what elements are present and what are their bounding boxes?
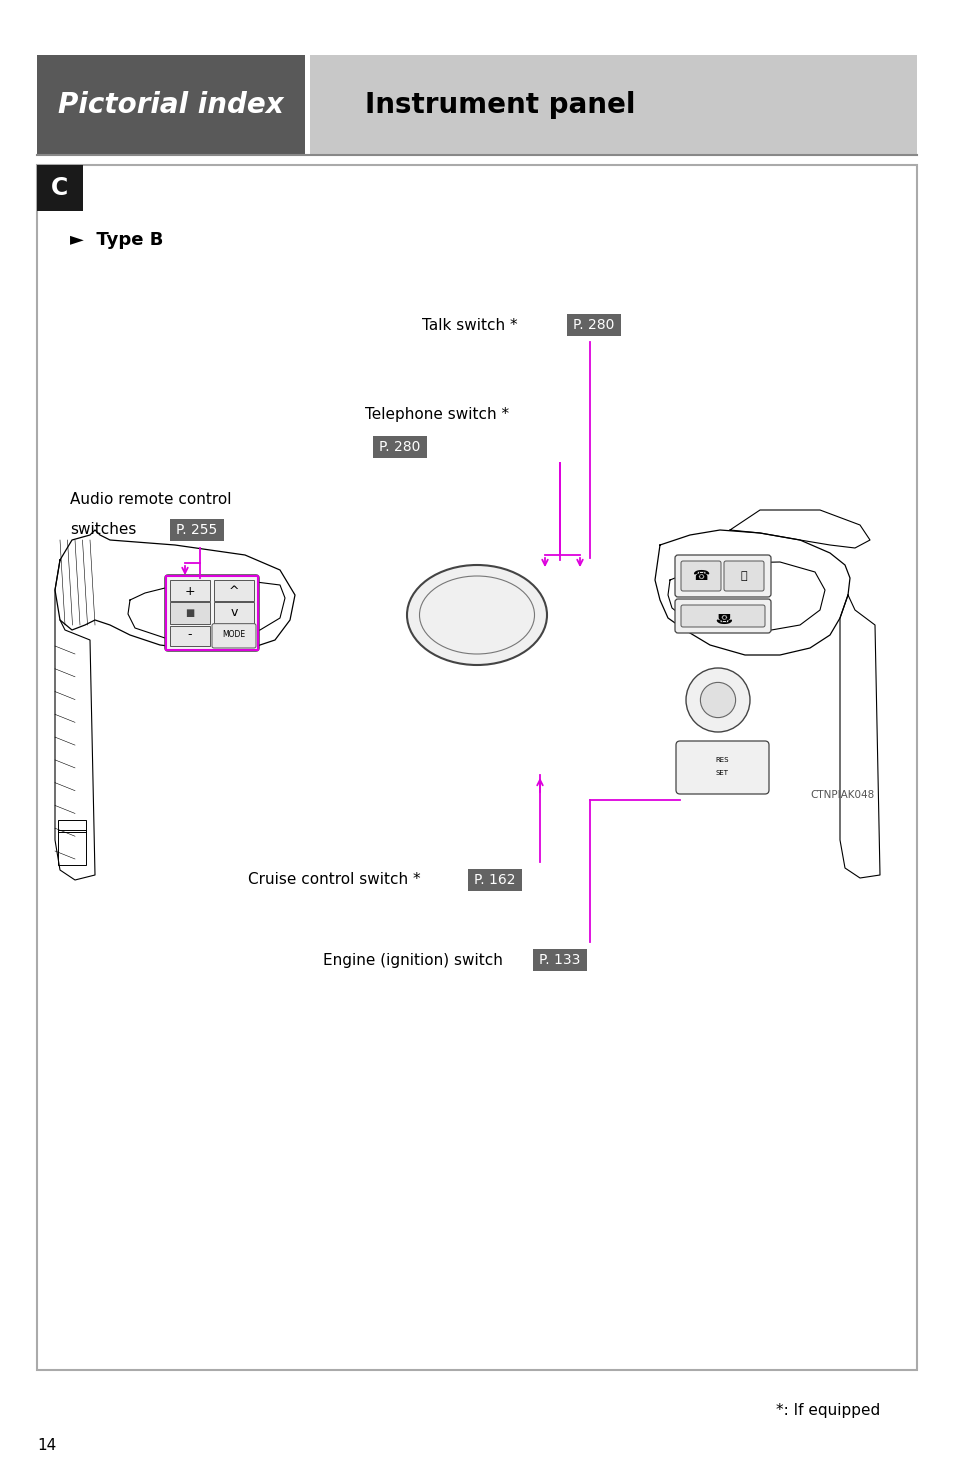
FancyBboxPatch shape	[170, 519, 224, 541]
Bar	[58, 830, 86, 864]
Text: v: v	[230, 606, 237, 619]
Text: RES: RES	[715, 757, 728, 763]
Text: Instrument panel: Instrument panel	[365, 91, 635, 119]
Circle shape	[700, 683, 735, 718]
Bar	[37, 165, 916, 1370]
Text: SET: SET	[715, 770, 728, 776]
Text: 🎤: 🎤	[740, 571, 746, 581]
FancyBboxPatch shape	[723, 560, 763, 591]
Circle shape	[685, 668, 749, 732]
Text: +: +	[185, 586, 195, 599]
Bar	[213, 602, 253, 624]
Bar	[170, 580, 210, 602]
Text: P. 280: P. 280	[379, 440, 420, 454]
Text: Cruise control switch *: Cruise control switch *	[248, 873, 420, 888]
Bar	[37, 55, 305, 155]
Text: ☎: ☎	[692, 569, 709, 583]
Bar	[37, 165, 83, 211]
Text: Talk switch *: Talk switch *	[421, 317, 517, 332]
Text: CTNPIAK048: CTNPIAK048	[809, 791, 873, 799]
Text: *: If equipped: *: If equipped	[775, 1403, 879, 1417]
Text: Pictorial index: Pictorial index	[58, 91, 283, 119]
Bar	[170, 602, 210, 624]
Bar	[58, 820, 86, 832]
FancyBboxPatch shape	[675, 599, 770, 633]
Text: ►  Type B: ► Type B	[70, 232, 163, 249]
FancyBboxPatch shape	[165, 575, 258, 650]
Text: P. 162: P. 162	[474, 873, 516, 886]
Text: Audio remote control: Audio remote control	[70, 493, 232, 507]
Text: switches: switches	[70, 522, 136, 537]
Text: P. 133: P. 133	[538, 953, 580, 968]
Text: 14: 14	[37, 1438, 56, 1453]
Bar	[170, 625, 210, 646]
FancyBboxPatch shape	[212, 624, 255, 648]
Bar	[213, 580, 253, 602]
FancyBboxPatch shape	[676, 740, 768, 794]
Text: MODE: MODE	[222, 630, 245, 639]
FancyBboxPatch shape	[680, 605, 764, 627]
FancyBboxPatch shape	[533, 948, 586, 971]
Text: P. 280: P. 280	[573, 319, 614, 332]
FancyBboxPatch shape	[675, 555, 770, 597]
Bar	[166, 577, 257, 650]
Text: P. 255: P. 255	[176, 524, 217, 537]
FancyBboxPatch shape	[373, 437, 427, 459]
Ellipse shape	[407, 565, 546, 665]
Bar	[310, 55, 916, 155]
FancyBboxPatch shape	[680, 560, 720, 591]
Text: -: -	[188, 628, 193, 640]
Text: C: C	[51, 176, 69, 201]
Text: ☎: ☎	[714, 609, 731, 622]
FancyBboxPatch shape	[566, 314, 620, 336]
Text: Engine (ignition) switch: Engine (ignition) switch	[323, 953, 502, 968]
FancyBboxPatch shape	[468, 869, 521, 891]
Text: ^: ^	[229, 586, 239, 599]
Text: Telephone switch *: Telephone switch *	[365, 407, 509, 422]
Text: ■: ■	[185, 608, 194, 618]
